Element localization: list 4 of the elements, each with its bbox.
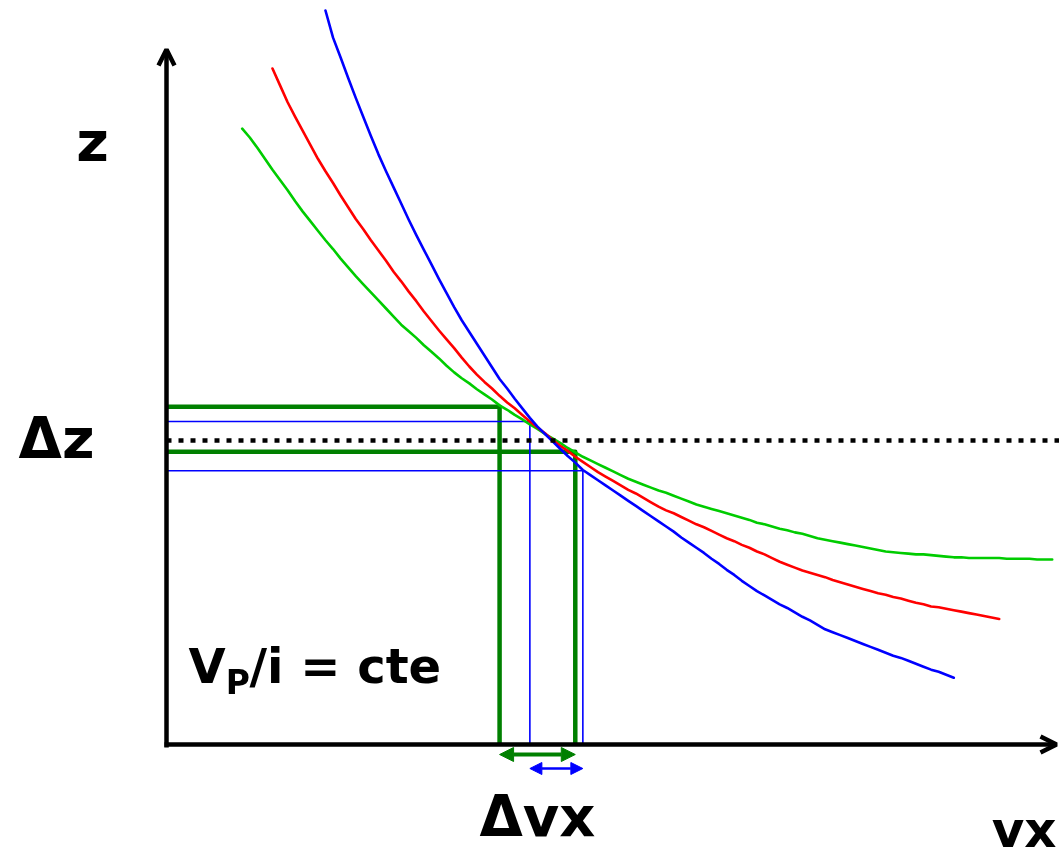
text: Δvx xyxy=(479,784,596,849)
text: Δz xyxy=(18,406,95,471)
y-axis-title: z xyxy=(76,109,109,174)
x-axis-title: vx xyxy=(991,800,1057,859)
